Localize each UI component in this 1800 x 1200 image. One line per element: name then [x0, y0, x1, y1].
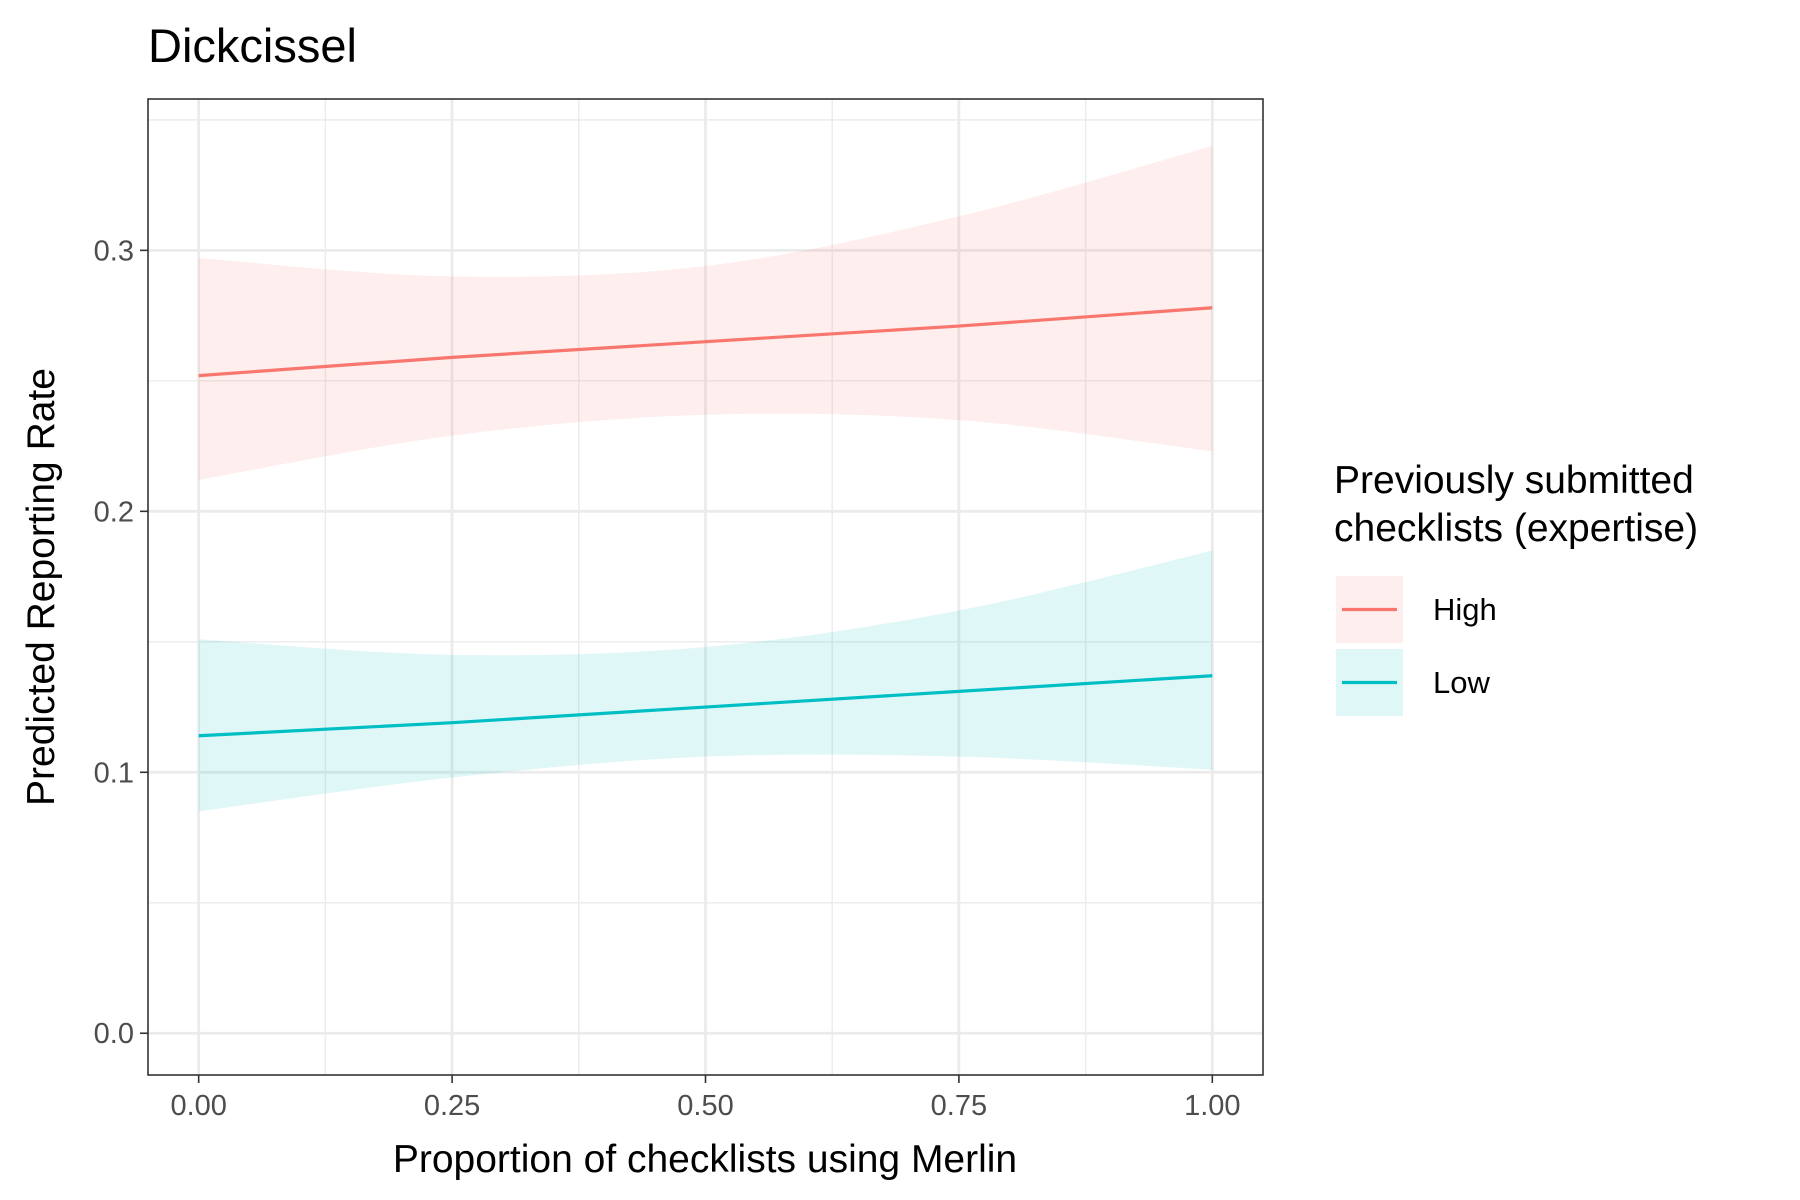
legend-title-line-2: checklists (expertise) [1334, 507, 1698, 550]
x-axis-title: Proportion of checklists using Merlin [393, 1138, 1017, 1181]
legend-title-line-1: Previously submitted [1334, 459, 1694, 502]
confidence-band-high [198, 145, 1213, 481]
series-line-low [198, 674, 1213, 738]
legend-label-high: High [1433, 592, 1497, 627]
series-lines [198, 306, 1213, 738]
legend-label-low: Low [1433, 665, 1490, 700]
confidence-bands [198, 145, 1213, 812]
series-line-high [198, 306, 1213, 378]
y-tick-label: 0.3 [94, 235, 134, 267]
x-axis: 0.00 0.25 0.50 0.75 1.00 [170, 1075, 1241, 1122]
x-tick-label: 0.50 [677, 1090, 733, 1122]
major-grid [148, 99, 1263, 1075]
x-tick-label: 0.25 [424, 1090, 480, 1122]
x-tick-label: 0.00 [170, 1090, 226, 1122]
y-tick-label: 0.1 [94, 757, 134, 789]
y-axis-title: Predicted Reporting Rate [20, 368, 63, 806]
legend: Previously submitted checklists (experti… [1334, 459, 1698, 716]
y-axis: 0.0 0.1 0.2 0.3 [94, 235, 148, 1050]
y-tick-label: 0.2 [94, 496, 134, 528]
x-tick-label: 1.00 [1184, 1090, 1240, 1122]
x-tick-label: 0.75 [931, 1090, 987, 1122]
plot-panel [147, 98, 1264, 1076]
legend-keys: High Low [1336, 576, 1497, 716]
y-tick-label: 0.0 [94, 1018, 134, 1050]
chart-title: Dickcissel [148, 19, 357, 72]
confidence-band-low [198, 550, 1213, 812]
